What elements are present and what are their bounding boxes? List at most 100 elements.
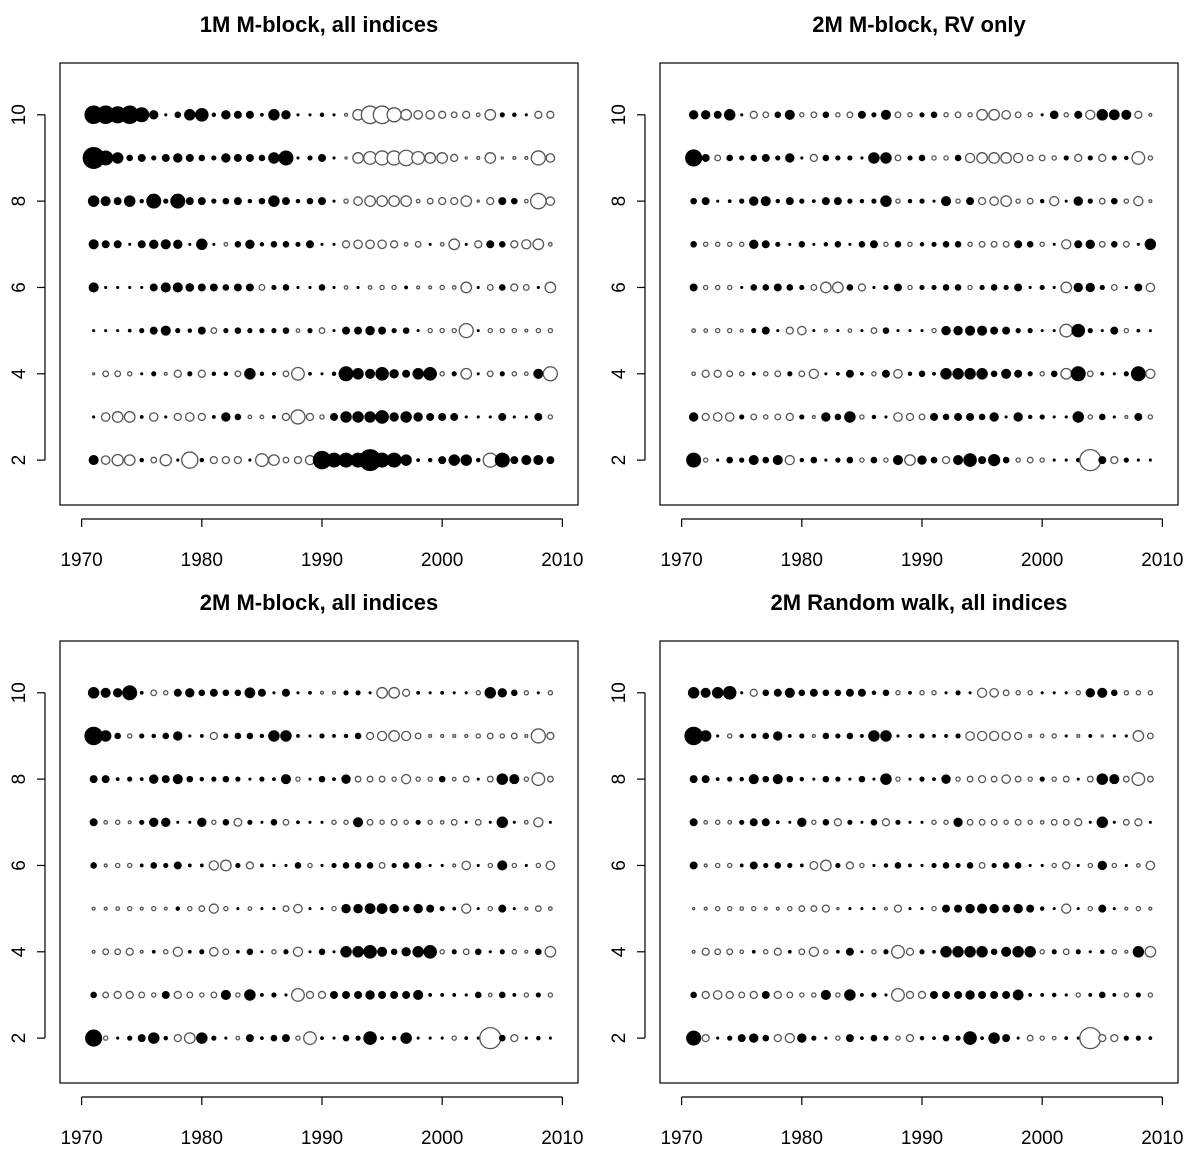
bubble: [905, 1033, 915, 1043]
bubble: [185, 197, 194, 206]
bubble: [1051, 733, 1057, 739]
bubble: [198, 154, 206, 162]
bubble: [149, 239, 159, 249]
bubble: [965, 731, 975, 741]
bubble: [114, 948, 122, 956]
bubble: [464, 820, 468, 824]
bubble: [1014, 731, 1023, 741]
bubble: [751, 949, 756, 954]
bubble: [523, 776, 530, 782]
bubble: [428, 242, 432, 246]
bubble: [968, 691, 972, 695]
bubble: [260, 112, 264, 117]
bubble: [739, 155, 745, 161]
bubble: [415, 776, 421, 782]
bubble: [139, 198, 144, 204]
bubble: [1001, 946, 1012, 957]
bubble: [785, 412, 794, 422]
bubble: [930, 412, 939, 421]
bubble: [834, 413, 842, 421]
bubble: [712, 990, 723, 1000]
bubble: [151, 371, 157, 377]
bubble: [308, 371, 312, 376]
bubble: [535, 327, 542, 334]
bubble: [762, 732, 770, 740]
bubble: [920, 907, 924, 911]
bubble: [1061, 239, 1072, 250]
bubble: [1012, 152, 1024, 164]
bubble: [978, 990, 987, 999]
bubble: [295, 328, 301, 334]
bubble: [440, 993, 445, 997]
bubble: [330, 412, 339, 421]
bubble: [428, 863, 432, 868]
bubble: [1148, 199, 1153, 204]
bubble: [293, 903, 303, 914]
bubble: [1123, 371, 1129, 377]
bubble: [1123, 327, 1130, 334]
bubble: [883, 284, 889, 291]
bubble: [198, 689, 206, 697]
bubble: [305, 990, 315, 1000]
bubble: [197, 412, 206, 422]
y-tick-label: 8: [9, 196, 30, 207]
bubble: [462, 948, 470, 956]
bubble: [1098, 413, 1106, 421]
bubble: [476, 863, 480, 868]
bubble: [376, 903, 388, 915]
y-tick-label: 4: [609, 946, 630, 957]
bubble: [184, 109, 196, 121]
bubble: [247, 819, 253, 825]
bubble: [955, 198, 961, 204]
bubble: [1015, 690, 1021, 696]
bubble: [268, 109, 280, 121]
bubble: [423, 944, 437, 959]
bubble: [428, 691, 432, 695]
bubble: [684, 726, 703, 746]
bubble: [1148, 820, 1152, 824]
bubble: [509, 774, 520, 785]
bubble: [1121, 109, 1132, 120]
bubble: [822, 818, 830, 826]
bubble: [894, 154, 902, 162]
bubble: [1004, 415, 1008, 419]
bubble: [113, 197, 122, 206]
bubble: [245, 1034, 254, 1043]
bubble: [884, 415, 888, 419]
bubble: [788, 820, 792, 824]
bubble: [871, 112, 877, 118]
bubble: [233, 817, 243, 827]
bubble: [883, 949, 889, 955]
bubble: [835, 112, 841, 118]
bubble: [978, 240, 986, 248]
bubble: [819, 859, 832, 872]
bubble: [486, 240, 495, 249]
x-tick-label: 1970: [660, 1128, 702, 1149]
bubble: [233, 455, 243, 465]
bubble: [330, 990, 339, 999]
bubble: [416, 690, 421, 695]
bubble: [415, 819, 421, 825]
bubble: [716, 1036, 720, 1040]
bubble: [976, 730, 988, 742]
bubble: [1026, 904, 1035, 913]
bubble: [1135, 690, 1142, 696]
bubble: [332, 113, 336, 117]
bubble: [259, 414, 265, 420]
bubble: [1027, 690, 1033, 696]
bubble: [883, 241, 889, 248]
bubble: [1131, 772, 1146, 787]
bubble: [452, 863, 457, 868]
bubble: [512, 993, 517, 997]
bubble: [776, 329, 780, 333]
bubble: [880, 730, 892, 742]
bubble: [416, 1036, 420, 1040]
bubble: [460, 195, 473, 208]
bubble: [282, 284, 290, 291]
bubble: [247, 198, 253, 204]
bubble: [487, 327, 494, 334]
bubble: [245, 861, 255, 870]
bubble: [223, 371, 229, 377]
bubble: [703, 863, 708, 868]
bubble: [140, 285, 144, 290]
